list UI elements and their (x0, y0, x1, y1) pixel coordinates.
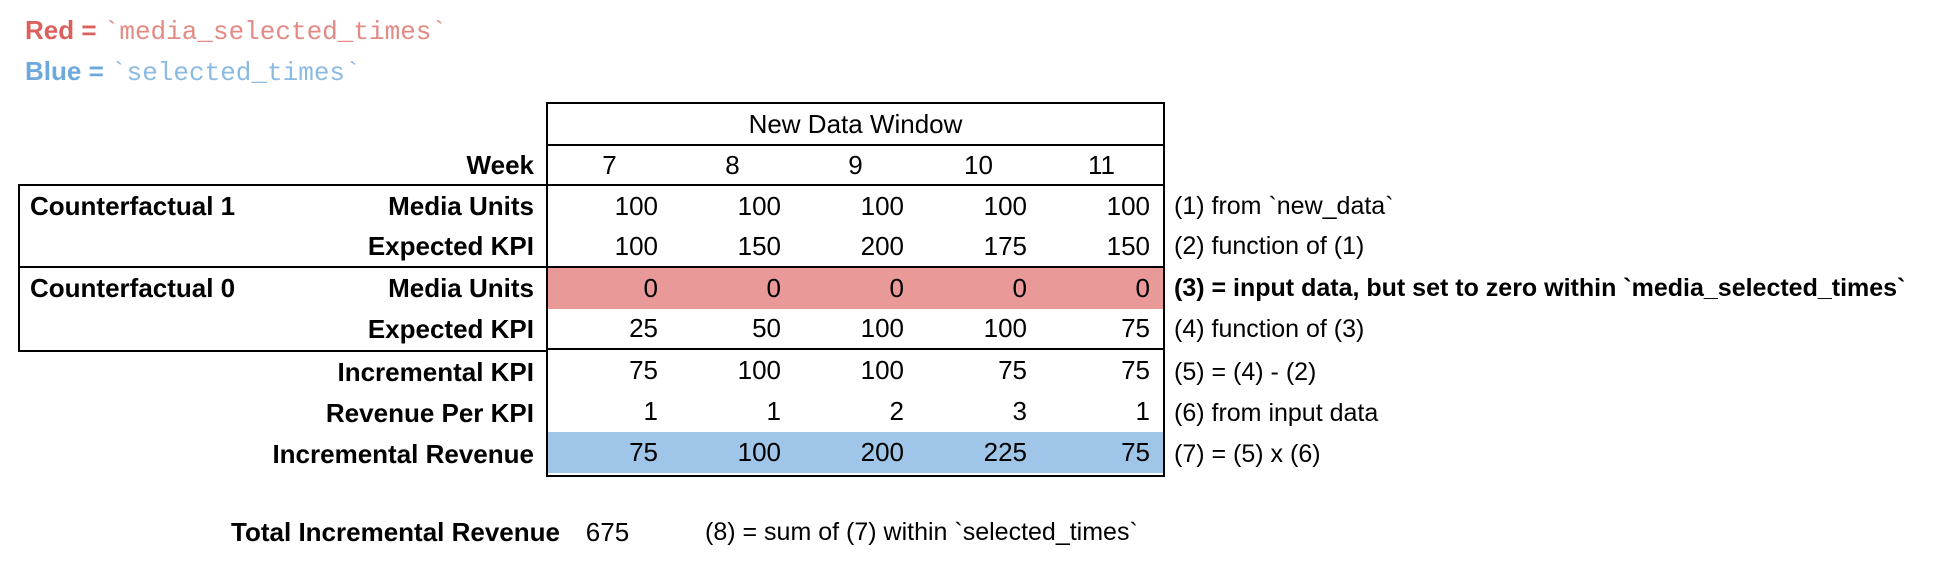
table-cell-value: 100 (983, 313, 1027, 343)
table-cell-value: 100 (614, 191, 658, 221)
table-header-new-data-window: New Data Window (548, 104, 1163, 146)
table-cell-value: 100 (860, 313, 904, 343)
table-cell-value: 100 (1106, 191, 1150, 221)
row-label-revenue-per-kpi: Revenue Per KPI (325, 398, 534, 428)
table-cell-value: 75 (1121, 313, 1150, 343)
table-cell-value: 200 (860, 437, 904, 467)
annotation-7: (7) = (5) x (6) (1174, 440, 1321, 468)
table-cell-value: 50 (752, 313, 781, 343)
row-label-expected-kpi-cf1: Expected KPI (367, 231, 534, 261)
table-row-media-units-cf0-red: 0 0 0 0 0 (548, 268, 1163, 309)
annotation-8: (8) = sum of (7) within `selected_times` (705, 518, 1138, 546)
week-number: 8 (725, 149, 740, 180)
table-cell-value: 100 (860, 191, 904, 221)
table-cell-value: 75 (998, 355, 1027, 385)
table-cell-value: 100 (737, 437, 781, 467)
group-label-counterfactual-0: Counterfactual 0 (30, 273, 236, 303)
table-row-expected-kpi-cf1: 100 150 200 175 150 (548, 227, 1163, 268)
table-cell-value: 100 (614, 231, 658, 261)
total-incremental-revenue-label: Total Incremental Revenue (231, 517, 560, 547)
annotation-2: (2) function of (1) (1174, 232, 1365, 260)
table-cell-value: 150 (737, 231, 781, 261)
week-number: 11 (1088, 149, 1115, 180)
table-cell-value: 25 (629, 313, 658, 343)
table-row-revenue-per-kpi: 1 1 2 3 1 (548, 391, 1163, 432)
legend-blue-label: Blue = (25, 56, 111, 86)
row-label-incremental-revenue: Incremental Revenue (272, 439, 534, 469)
legend: Red = `media_selected_times` Blue = `sel… (25, 12, 447, 94)
table-cell-value: 100 (737, 355, 781, 385)
annotation-3: (3) = input data, but set to zero within… (1174, 274, 1906, 302)
week-number: 7 (602, 149, 617, 180)
table-row-incremental-kpi: 75 100 100 75 75 (548, 350, 1163, 391)
table-cell-value: 175 (983, 231, 1027, 261)
table-cell-value: 1 (766, 396, 781, 426)
row-label-incremental-kpi: Incremental KPI (337, 357, 534, 387)
table-cell-value: 0 (643, 273, 658, 303)
table-cell-value: 1 (1135, 396, 1150, 426)
row-label-expected-kpi-cf0: Expected KPI (367, 314, 534, 344)
table-row-expected-kpi-cf0: 25 50 100 100 75 (548, 309, 1163, 350)
table-cell-value: 225 (983, 437, 1027, 467)
annotation-6: (6) from input data (1174, 399, 1379, 427)
week-number-row: 7 8 9 10 11 (548, 146, 1163, 186)
legend-red-code: `media_selected_times` (103, 17, 448, 47)
table-cell-value: 150 (1106, 231, 1150, 261)
total-incremental-revenue-value: 675 (585, 517, 630, 547)
table-cell-value: 75 (1121, 437, 1150, 467)
table-row-media-units-cf1: 100 100 100 100 100 (548, 186, 1163, 227)
legend-blue-line: Blue = `selected_times` (25, 53, 447, 94)
legend-blue-code: `selected_times` (110, 58, 361, 88)
row-label-media-units-cf0: Media Units (388, 273, 534, 303)
table-cell-value: 0 (889, 273, 904, 303)
week-number: 9 (848, 149, 863, 180)
table-row-incremental-revenue-blue: 75 100 200 225 75 (548, 432, 1163, 473)
legend-red-line: Red = `media_selected_times` (25, 12, 447, 53)
data-table: New Data Window 7 8 9 10 11 100 100 100 … (546, 102, 1165, 477)
annotation-4: (4) function of (3) (1174, 315, 1365, 343)
group-label-counterfactual-1: Counterfactual 1 (30, 191, 236, 221)
week-row-label: Week (466, 150, 534, 180)
table-cell-value: 100 (983, 191, 1027, 221)
table-cell-value: 75 (629, 355, 658, 385)
table-cell-value: 100 (860, 355, 904, 385)
table-cell-value: 200 (860, 231, 904, 261)
table-cell-value: 75 (629, 437, 658, 467)
table-cell-value: 100 (737, 191, 781, 221)
row-label-media-units-cf1: Media Units (388, 191, 534, 221)
annotation-1: (1) from `new_data` (1174, 192, 1394, 220)
table-cell-value: 75 (1121, 355, 1150, 385)
annotation-5: (5) = (4) - (2) (1174, 358, 1317, 386)
table-cell-value: 2 (889, 396, 904, 426)
week-number: 10 (964, 149, 993, 180)
table-cell-value: 0 (766, 273, 781, 303)
table-cell-value: 3 (1012, 396, 1027, 426)
legend-red-label: Red = (25, 15, 104, 45)
table-cell-value: 1 (643, 396, 658, 426)
table-cell-value: 0 (1012, 273, 1027, 303)
table-cell-value: 0 (1135, 273, 1150, 303)
